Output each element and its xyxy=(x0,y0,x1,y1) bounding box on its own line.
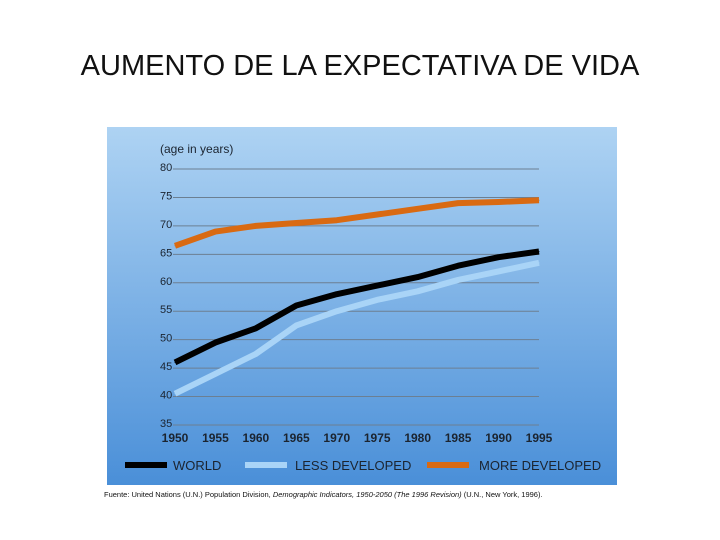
x-tick-label: 1955 xyxy=(202,431,229,445)
x-tick-labels: 1950 1955 1960 1965 1970 1975 1980 1985 1990 1995 xyxy=(162,431,553,445)
slide-title: AUMENTO DE LA EXPECTATIVA DE VIDA xyxy=(80,50,640,82)
data-point-less-developed xyxy=(376,299,378,301)
data-point-more-developed xyxy=(214,231,216,233)
data-point-less-developed xyxy=(498,270,500,272)
legend: WORLD LESS DEVELOPED MORE DEVELOPED xyxy=(125,458,601,473)
data-point-world xyxy=(457,265,459,267)
series-line-world xyxy=(173,248,540,366)
y-tick-label: 35 xyxy=(160,418,172,430)
legend-label-world: WORLD xyxy=(173,458,221,473)
source-italic: Demographic Indicators, 1950-2050 (The 1… xyxy=(272,490,462,499)
data-point-more-developed xyxy=(295,222,297,224)
y-tick-label: 70 xyxy=(160,219,172,231)
y-tick-label: 40 xyxy=(160,390,172,402)
source-suffix: (U.N., New York, 1996). xyxy=(461,490,543,499)
y-tick-labels: 35 40 45 50 55 60 65 70 75 80 xyxy=(160,162,172,430)
data-point-less-developed xyxy=(255,353,257,355)
x-tick-label: 1985 xyxy=(445,431,472,445)
data-point-world xyxy=(376,285,378,287)
data-point-world xyxy=(295,305,297,307)
y-tick-label: 75 xyxy=(160,190,172,202)
data-point-less-developed xyxy=(214,373,216,375)
y-tick-label: 50 xyxy=(160,333,172,345)
legend-label-more-developed: MORE DEVELOPED xyxy=(479,458,601,473)
data-point-world xyxy=(255,327,257,329)
data-point-more-developed xyxy=(255,225,257,227)
x-tick-label: 1960 xyxy=(243,431,270,445)
data-point-world xyxy=(417,276,419,278)
x-tick-label: 1965 xyxy=(283,431,310,445)
data-point-world xyxy=(174,361,176,363)
x-tick-label: 1990 xyxy=(485,431,512,445)
y-tick-label: 65 xyxy=(160,247,172,259)
legend-label-less-developed: LESS DEVELOPED xyxy=(295,458,411,473)
series-line-less-developed xyxy=(173,259,540,397)
data-point-more-developed xyxy=(417,208,419,210)
y-tick-label: 55 xyxy=(160,304,172,316)
data-point-more-developed xyxy=(538,199,540,201)
series-lines xyxy=(173,197,540,397)
data-point-world xyxy=(538,250,540,252)
x-tick-label: 1970 xyxy=(323,431,350,445)
data-point-world xyxy=(214,342,216,344)
data-point-less-developed xyxy=(417,290,419,292)
grid-lines xyxy=(173,168,539,426)
series-line-more-developed xyxy=(174,197,540,249)
source-prefix: Fuente: United Nations (U.N.) Population… xyxy=(104,490,273,499)
source-citation: Fuente: United Nations (U.N.) Population… xyxy=(104,490,644,499)
data-point-more-developed xyxy=(336,219,338,221)
y-axis-unit-label: (age in years) xyxy=(160,142,233,156)
y-tick-label: 80 xyxy=(160,162,172,174)
x-tick-label: 1980 xyxy=(404,431,431,445)
data-point-more-developed xyxy=(174,245,176,247)
data-point-less-developed xyxy=(295,324,297,326)
data-point-world xyxy=(336,293,338,295)
y-tick-label: 45 xyxy=(160,361,172,373)
data-point-less-developed xyxy=(457,279,459,281)
data-point-less-developed xyxy=(538,262,540,264)
x-tick-label: 1950 xyxy=(162,431,189,445)
x-tick-label: 1995 xyxy=(526,431,553,445)
data-point-more-developed xyxy=(376,214,378,216)
life-expectancy-chart: (age in years) 35 40 45 50 55 60 65 70 75 80 1950… xyxy=(107,127,617,485)
data-point-less-developed xyxy=(174,393,176,395)
data-point-less-developed xyxy=(336,310,338,312)
chart-canvas: (age in years) 35 40 45 50 55 60 65 70 75 80 1950… xyxy=(107,127,617,485)
x-tick-label: 1975 xyxy=(364,431,391,445)
data-point-more-developed xyxy=(457,202,459,204)
y-tick-label: 60 xyxy=(160,276,172,288)
data-point-more-developed xyxy=(498,201,500,203)
data-point-world xyxy=(498,256,500,258)
